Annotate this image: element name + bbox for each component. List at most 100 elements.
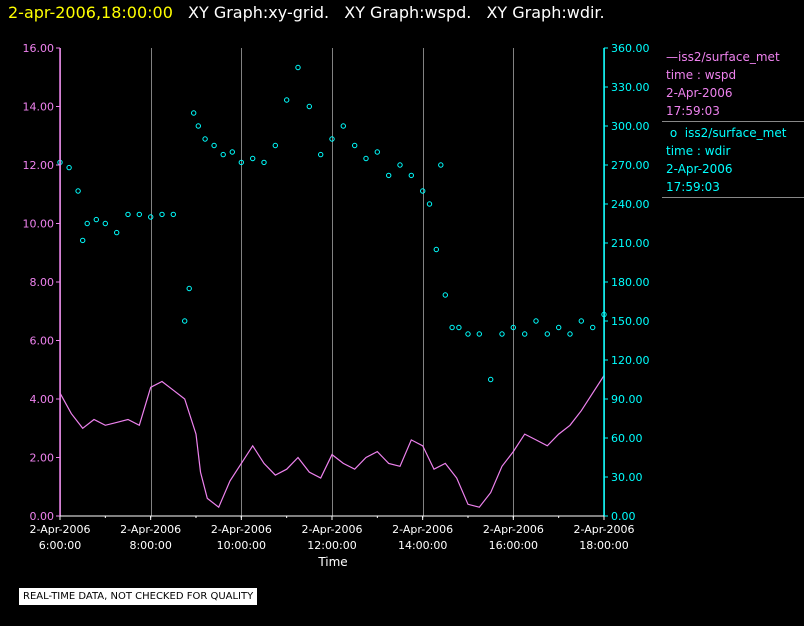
wdir-point: [75, 188, 81, 194]
wdir-point: [352, 142, 358, 149]
legend-wdir-time: 17:59:03: [666, 180, 720, 194]
graph-label-grid: XY Graph:xy-grid.: [188, 3, 330, 22]
legend-divider: [662, 197, 804, 198]
wdir-point: [272, 142, 278, 149]
wdir-point: [125, 211, 131, 218]
wdir-point: [114, 229, 120, 236]
left-tick-label: 6.00: [30, 335, 55, 348]
wdir-point: [433, 246, 439, 253]
wdir-point: [386, 172, 392, 179]
title-bar: 2-apr-2006,18:00:00 XY Graph:xy-grid. XY…: [8, 3, 605, 22]
x-tick-date-label: 2-Apr-2006: [483, 523, 544, 536]
x-tick-date-label: 2-Apr-2006: [573, 523, 634, 536]
x-tick-time-label: 16:00:00: [489, 539, 538, 552]
wdir-point: [80, 237, 86, 244]
wdir-point: [159, 211, 165, 218]
legend-wspd-field: time : wspd: [666, 68, 737, 82]
wdir-point: [250, 155, 256, 162]
wdir-point: [499, 331, 505, 337]
right-tick-label: 180.00: [611, 276, 650, 289]
left-tick-label: 16.00: [23, 42, 55, 55]
right-tick-label: 120.00: [611, 354, 650, 367]
x-tick-date-label: 2-Apr-2006: [29, 523, 90, 536]
wdir-point: [102, 220, 109, 227]
x-tick-time-label: 18:00:00: [579, 539, 628, 552]
wdir-point: [449, 324, 455, 331]
header-timestamp: 2-apr-2006,18:00:00: [8, 3, 173, 22]
wdir-point: [556, 324, 562, 331]
legend: —iss2/surface_met time : wspd 2-Apr-2006…: [662, 48, 804, 200]
x-tick-time-label: 12:00:00: [307, 539, 356, 552]
wdir-point: [397, 162, 403, 168]
left-tick-label: 4.00: [30, 393, 55, 406]
wdir-point: [295, 64, 301, 71]
left-tick-label: 14.00: [23, 101, 55, 114]
right-tick-label: 0.00: [611, 510, 636, 523]
right-tick-label: 360.00: [611, 42, 650, 55]
wdir-point: [544, 331, 550, 337]
left-tick-label: 8.00: [30, 276, 55, 289]
wdir-point: [136, 211, 143, 218]
series-layer: [57, 64, 607, 509]
wdir-point: [420, 188, 426, 194]
wdir-point: [578, 318, 584, 324]
wspd-series-line: [59, 375, 605, 509]
x-tick-date-label: 2-Apr-2006: [392, 523, 453, 536]
legend-wspd-date: 2-Apr-2006: [666, 86, 733, 100]
x-tick-date-label: 2-Apr-2006: [211, 523, 272, 536]
wdir-point: [84, 220, 90, 227]
line-swatch-icon: —: [666, 50, 678, 64]
legend-wspd-name: iss2/surface_met: [678, 50, 780, 64]
left-tick-label: 2.00: [30, 452, 55, 465]
wdir-point: [426, 201, 433, 207]
x-axis-label: Time: [317, 555, 347, 569]
right-tick-label: 240.00: [611, 198, 650, 211]
wdir-point: [456, 324, 462, 331]
legend-entry-wdir[interactable]: o iss2/surface_met time : wdir 2-Apr-200…: [664, 124, 804, 196]
wdir-point: [488, 376, 494, 383]
right-tick-label: 300.00: [611, 120, 650, 133]
x-tick-date-label: 2-Apr-2006: [120, 523, 181, 536]
wdir-point: [229, 149, 236, 155]
right-tick-label: 210.00: [611, 237, 650, 250]
right-tick-label: 330.00: [611, 81, 650, 94]
left-tick-label: 0.00: [30, 510, 55, 523]
wdir-point: [510, 324, 516, 331]
legend-divider: [662, 121, 804, 122]
wdir-point: [465, 331, 471, 337]
x-tick-time-label: 8:00:00: [129, 539, 171, 552]
wdir-point: [284, 97, 290, 103]
quality-notice: REAL-TIME DATA, NOT CHECKED FOR QUALITY: [19, 588, 258, 605]
wdir-point: [408, 172, 414, 179]
right-tick-label: 270.00: [611, 159, 650, 172]
wdir-point: [211, 142, 217, 149]
wdir-point: [306, 103, 312, 110]
wdir-point: [567, 331, 573, 337]
right-tick-label: 90.00: [611, 393, 643, 406]
wdir-point: [329, 136, 335, 142]
graph-label-wspd: XY Graph:wspd.: [344, 3, 472, 22]
wdir-point: [374, 149, 380, 155]
x-tick-time-label: 14:00:00: [398, 539, 447, 552]
x-tick-date-label: 2-Apr-2006: [301, 523, 362, 536]
wdir-point: [261, 159, 267, 166]
legend-wspd-time: 17:59:03: [666, 104, 720, 118]
x-tick-time-label: 6:00:00: [39, 539, 81, 552]
wdir-point: [202, 136, 208, 142]
left-tick-label: 10.00: [23, 218, 55, 231]
wdir-point: [318, 151, 324, 158]
wdir-point: [191, 110, 197, 116]
wdir-point: [186, 285, 192, 292]
circle-marker-icon: o: [666, 126, 685, 140]
left-tick-label: 12.00: [23, 159, 55, 172]
x-tick-time-label: 10:00:00: [217, 539, 266, 552]
wdir-point: [220, 151, 226, 158]
wdir-point: [590, 324, 596, 331]
wdir-point: [438, 162, 444, 168]
right-tick-label: 60.00: [611, 432, 643, 445]
legend-wdir-date: 2-Apr-2006: [666, 162, 733, 176]
legend-entry-wspd[interactable]: —iss2/surface_met time : wspd 2-Apr-2006…: [664, 48, 804, 120]
legend-wdir-name: iss2/surface_met: [684, 126, 787, 140]
right-tick-label: 30.00: [611, 471, 643, 484]
axes: 0.00 2.00 4.00 6.00 8.00 10.00 12.00 14.00 16.00…: [23, 42, 650, 569]
